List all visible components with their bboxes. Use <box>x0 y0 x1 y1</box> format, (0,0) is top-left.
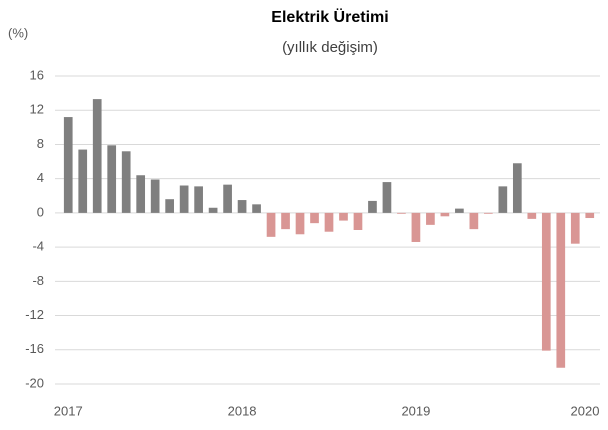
y-tick-label: 16 <box>30 67 44 82</box>
x-tick-label: 2020 <box>571 403 600 418</box>
bar <box>469 212 479 230</box>
bar <box>411 212 421 242</box>
bar <box>194 186 203 213</box>
bar <box>324 212 334 232</box>
bar <box>440 212 450 217</box>
x-tick-label: 2019 <box>401 403 430 418</box>
bar <box>92 99 102 213</box>
x-tick-label: 2018 <box>228 403 257 418</box>
y-tick-label: -16 <box>25 341 44 356</box>
bar <box>107 145 117 213</box>
chart-title: Elektrik Üretimi <box>271 7 388 26</box>
bar <box>179 185 189 213</box>
y-tick-label: -12 <box>25 307 44 322</box>
bar <box>570 212 580 244</box>
y-tick-label: -20 <box>25 375 44 390</box>
bar <box>295 212 305 235</box>
bar <box>426 212 435 225</box>
bar <box>585 212 595 219</box>
bar <box>165 199 174 213</box>
bar <box>484 212 493 214</box>
y-tick-label: -8 <box>32 273 44 288</box>
bar <box>150 179 160 213</box>
bar <box>382 182 392 213</box>
x-tick-label: 2017 <box>54 403 83 418</box>
bar <box>237 200 247 213</box>
bar <box>455 208 464 213</box>
bar <box>527 212 537 219</box>
bar <box>397 212 406 214</box>
bar <box>121 151 131 213</box>
bar <box>368 200 377 213</box>
bar <box>339 212 348 221</box>
bar <box>252 204 261 213</box>
bar <box>136 175 146 213</box>
chart-subtitle: (yıllık değişim) <box>282 39 378 56</box>
y-tick-label: 0 <box>37 204 44 219</box>
bar <box>281 212 290 230</box>
y-tick-label: 8 <box>37 136 44 151</box>
bar <box>208 207 218 213</box>
bar <box>498 186 508 213</box>
bar <box>541 212 551 351</box>
bar <box>266 212 276 237</box>
bar <box>223 184 232 213</box>
y-tick-label: -4 <box>32 239 44 254</box>
bar <box>310 212 319 224</box>
bar <box>78 149 88 213</box>
y-axis-label: (%) <box>8 25 28 40</box>
bar <box>353 212 363 230</box>
bar <box>556 212 566 368</box>
bar <box>512 163 522 213</box>
y-tick-label: 12 <box>30 102 44 117</box>
bar <box>63 117 73 213</box>
y-tick-label: 4 <box>37 170 44 185</box>
